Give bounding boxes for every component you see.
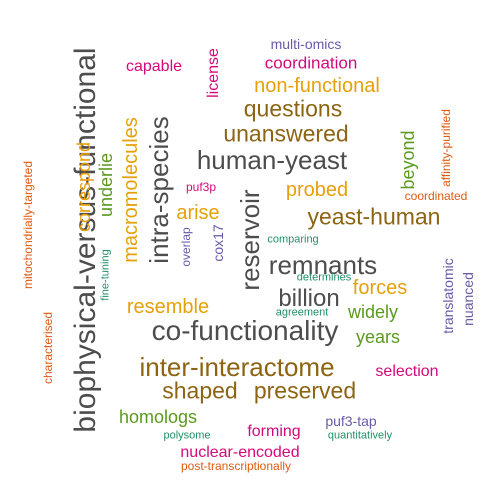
word-agreement: agreement	[275, 306, 329, 319]
word-forming: forming	[247, 423, 301, 440]
word-underlie: underlie	[96, 152, 116, 218]
word-remnants: remnants	[268, 250, 378, 280]
word-overlap: overlap	[179, 227, 193, 267]
word-homologs: homologs	[118, 407, 198, 427]
word-intra-species: intra-species	[144, 116, 174, 264]
word-quantitatively: quantitatively	[327, 429, 393, 442]
word-arise: arise	[176, 202, 220, 224]
word-years: years	[355, 327, 401, 347]
word-correspond: correspond	[74, 141, 94, 233]
word-beyond: beyond	[398, 130, 418, 190]
word-puf3-tap: puf3-tap	[325, 413, 377, 429]
word-reservoir: reservoir	[235, 189, 265, 291]
word-macromolecules: macromolecules	[120, 117, 142, 263]
word-yeast-human: yeast-human	[307, 203, 441, 230]
word-shaped: shaped	[162, 377, 238, 404]
word-affinity-purified: affinity-purified	[439, 109, 453, 187]
word-coordinated: coordinated	[404, 189, 468, 203]
word-puf3p: puf3p	[185, 180, 217, 194]
word-resemble: resemble	[126, 296, 210, 318]
word-determines: determines	[296, 271, 352, 284]
word-multi-omics: multi-omics	[270, 36, 342, 52]
word-nuanced: nuanced	[460, 272, 476, 326]
word-unanswered: unanswered	[223, 120, 349, 147]
word-mitochondrially-targeted: mitochondrially-targeted	[21, 160, 35, 290]
word-probed: probed	[285, 179, 349, 201]
word-cox17: cox17	[210, 224, 226, 262]
word-comparing: comparing	[267, 233, 319, 246]
word-billion: billion	[278, 285, 340, 312]
word-co-functionality: co-functionality	[151, 315, 339, 346]
word-preserved: preserved	[253, 377, 357, 404]
word-capable: capable	[125, 58, 183, 75]
word-translatomic: translatomic	[440, 258, 456, 334]
word-post-transcriptionally: post-transcriptionally	[180, 459, 292, 473]
word-nuclear-encoded: nuclear-encoded	[180, 444, 300, 461]
word-questions: questions	[243, 95, 343, 122]
word-biophysical-versus-functional: biophysical-versus-functional	[69, 47, 102, 433]
word-forces: forces	[352, 277, 408, 299]
word-selection: selection	[375, 363, 439, 380]
word-license: license	[205, 48, 222, 98]
word-fine-tuning: fine-tuning	[99, 249, 112, 301]
word-non-functional: non-functional	[254, 75, 380, 97]
word-widely: widely	[347, 302, 399, 322]
word-polysome: polysome	[163, 429, 211, 442]
word-inter-interactome: inter-interactome	[139, 352, 335, 382]
word-coordination: coordination	[264, 53, 358, 73]
word-characterised: characterised	[41, 311, 55, 385]
word-human-yeast: human-yeast	[196, 145, 348, 175]
